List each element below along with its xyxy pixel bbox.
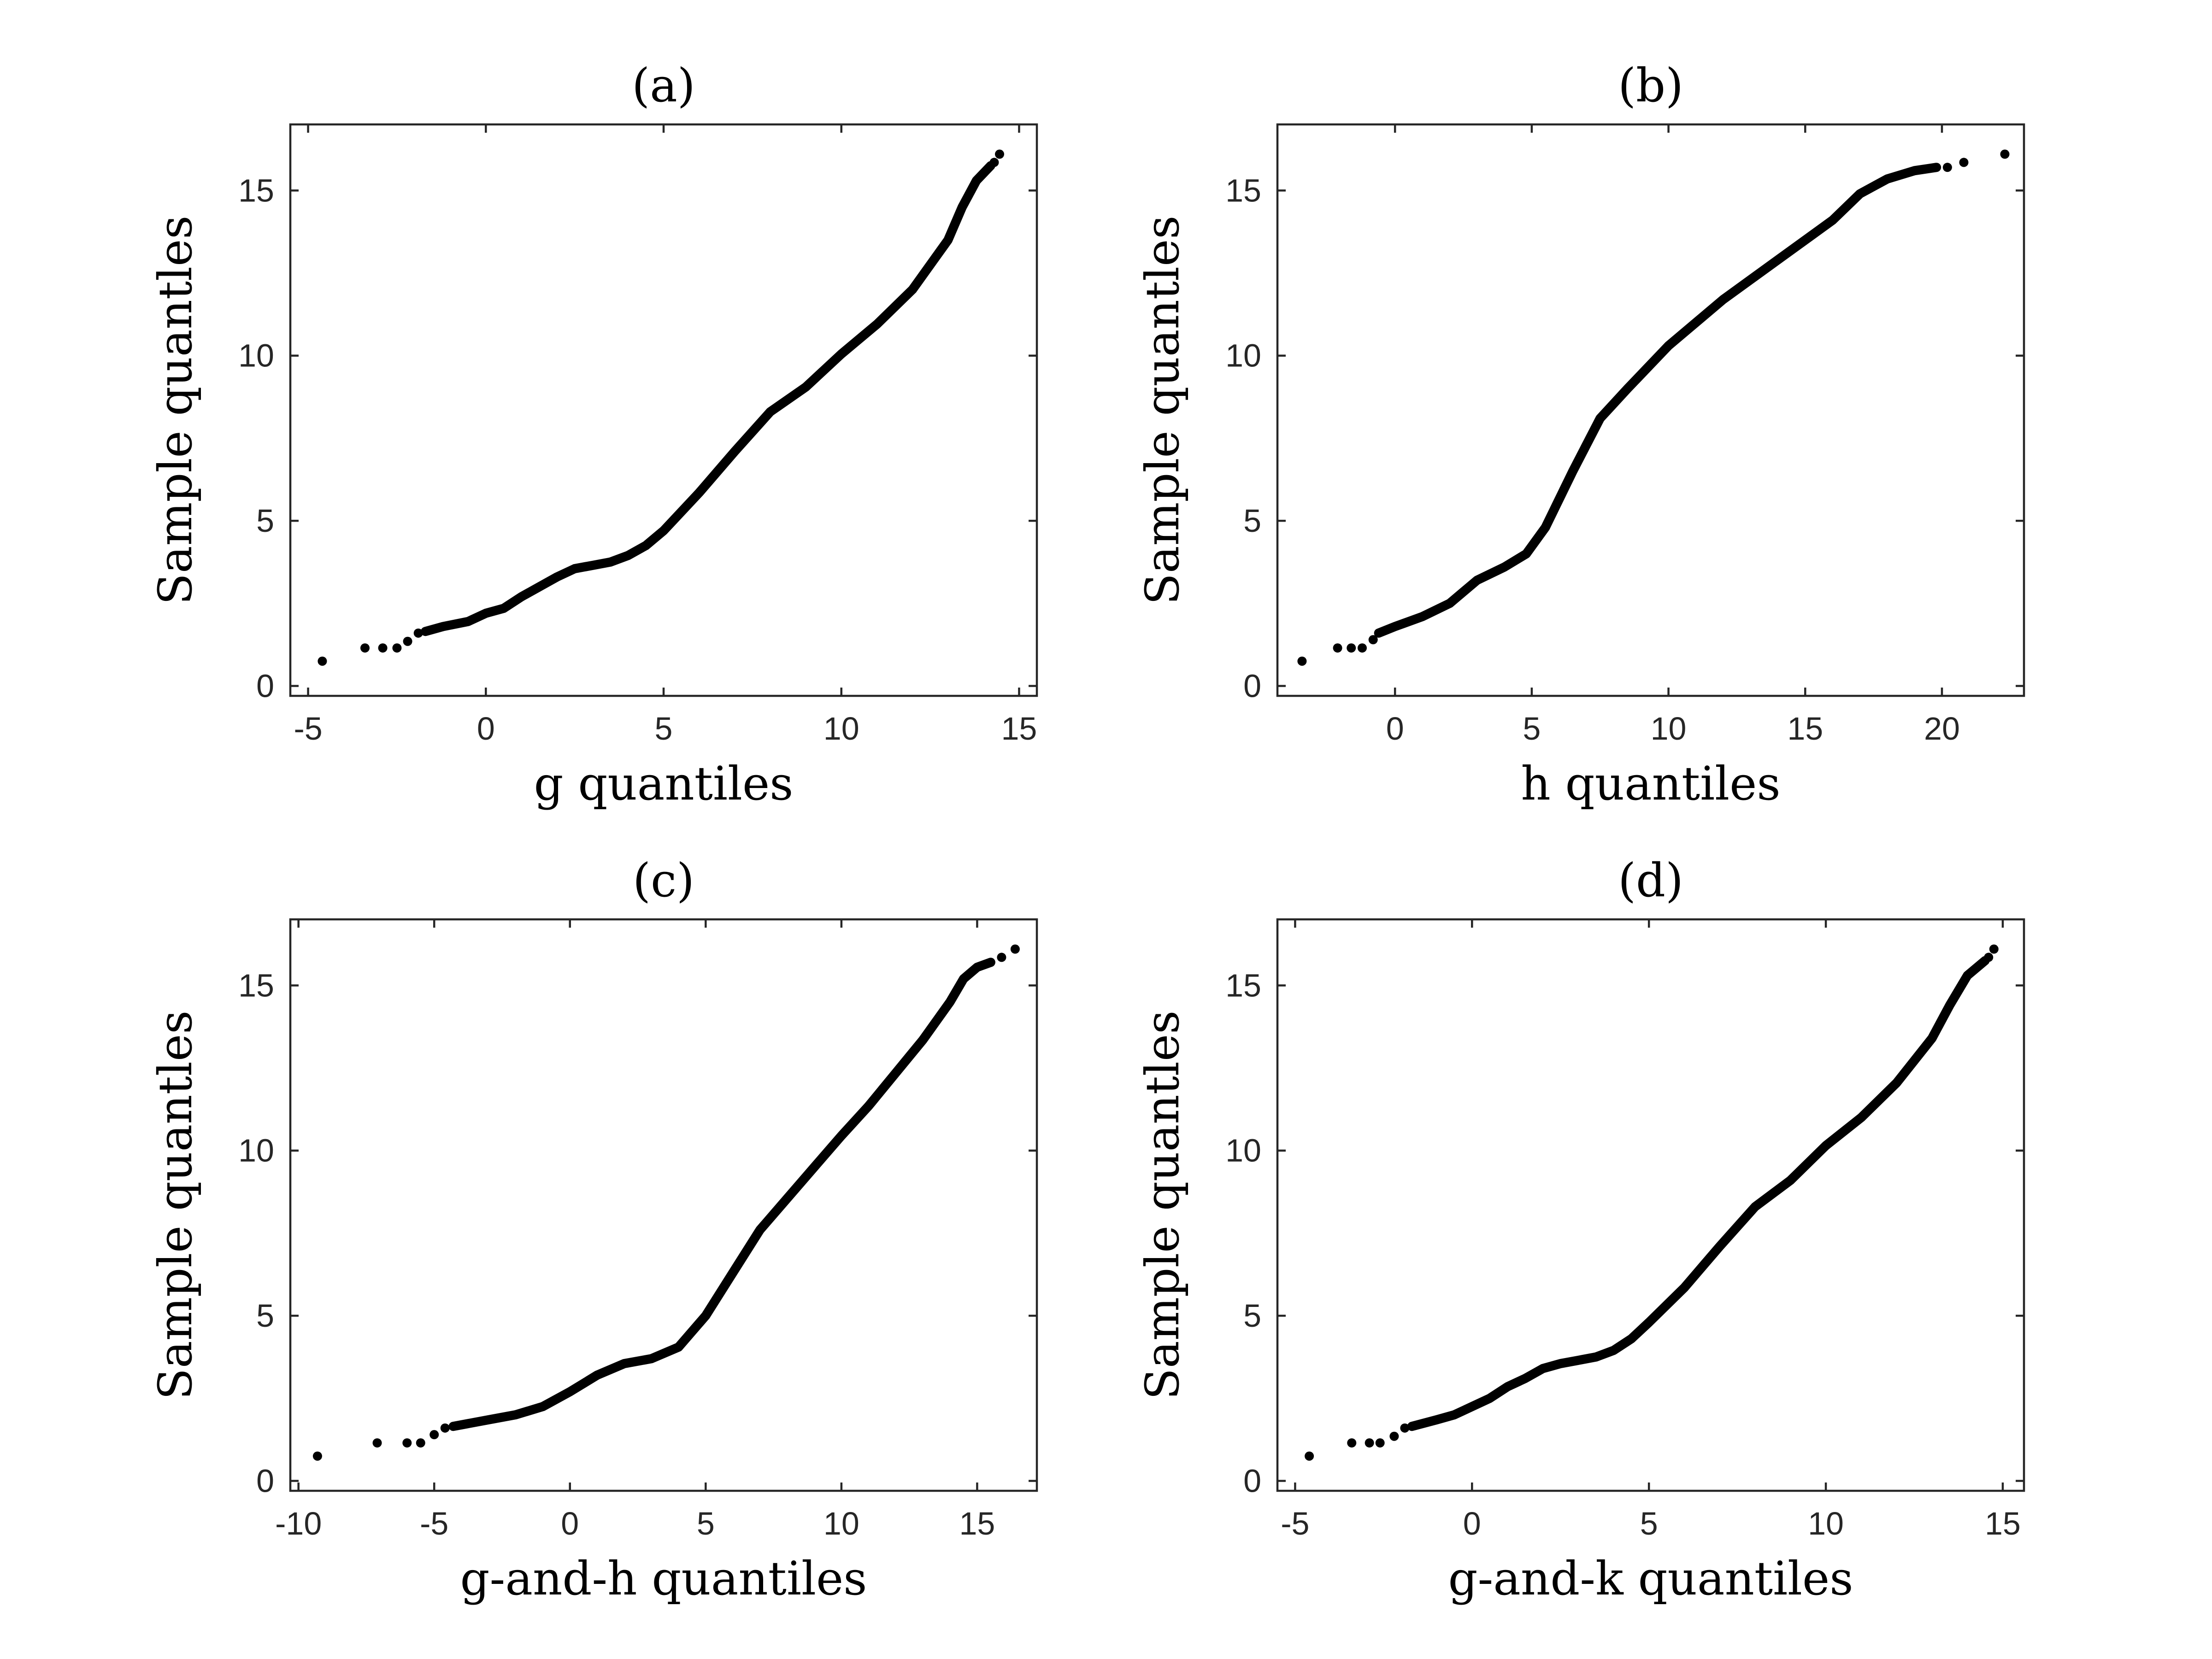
x-axis-label: h quantiles — [1521, 757, 1780, 811]
y-tick-label: 0 — [256, 668, 274, 704]
x-tick-label: -5 — [1281, 1506, 1309, 1541]
y-tick-label: 5 — [256, 503, 274, 539]
panel-b: 0 5 10 15 20 0 5 10 15 (b) h quantiles Sample quant… — [1135, 59, 2025, 811]
y-axis-label: Sample quantles — [148, 1010, 202, 1400]
x-tick-label: 0 — [1386, 711, 1404, 747]
qq-point — [402, 1438, 412, 1448]
x-tick-label: -5 — [294, 711, 322, 747]
qq-point — [416, 1438, 425, 1448]
qq-point — [392, 643, 402, 653]
panel-title: (d) — [1618, 853, 1683, 907]
x-axis-label: g-and-h quantiles — [460, 1552, 867, 1606]
plot-area-frame — [289, 123, 1038, 697]
y-tick-label: 10 — [238, 1133, 274, 1169]
y-tick-label: 15 — [238, 967, 274, 1003]
x-tick-label: 5 — [697, 1506, 715, 1541]
panel-title: (c) — [633, 853, 694, 907]
plot-area-frame — [1276, 123, 2025, 697]
x-tick-label: -5 — [420, 1506, 448, 1541]
x-tick-label: 10 — [824, 1506, 859, 1541]
qq-point — [360, 643, 370, 653]
panel-d: -5 0 5 10 15 0 5 10 15 (d) g-and-k quantiles Sample… — [1135, 853, 2025, 1606]
qq-point — [997, 953, 1006, 962]
qq-point — [1984, 953, 1994, 962]
x-tick-label: 5 — [1640, 1506, 1658, 1541]
y-tick-label: 0 — [1243, 1463, 1261, 1499]
qq-point — [372, 1438, 382, 1448]
panel-title: (a) — [632, 59, 695, 112]
x-axis-label: g quantiles — [534, 757, 794, 811]
qq-point — [1347, 643, 1356, 653]
y-tick-label: 15 — [238, 172, 274, 208]
x-tick-label: 15 — [959, 1506, 995, 1541]
qq-point — [429, 1430, 439, 1440]
qq-point — [440, 1423, 450, 1433]
x-tick-label: 0 — [1463, 1506, 1481, 1541]
qq-sample-curve — [1374, 163, 1941, 638]
qq-sample-curve — [1407, 956, 1990, 1431]
qq-sample-curve — [421, 161, 995, 636]
y-tick-label: 10 — [238, 338, 274, 374]
qq-point — [1010, 944, 1020, 954]
y-tick-label: 15 — [1225, 172, 1261, 208]
y-tick-label: 10 — [1225, 338, 1261, 374]
y-tick-label: 5 — [1243, 503, 1261, 539]
x-tick-label: -10 — [275, 1506, 322, 1541]
y-tick-label: 10 — [1225, 1133, 1261, 1169]
y-axis-label: Sample quantles — [148, 215, 202, 605]
x-tick-label: 0 — [561, 1506, 579, 1541]
x-tick-label: 20 — [1924, 711, 1960, 747]
qq-point — [1305, 1451, 1314, 1461]
x-tick-label: 15 — [1985, 1506, 2021, 1541]
qq-point — [1297, 656, 1307, 666]
panel-c: -10 -5 0 5 10 15 0 5 10 15 (c) g-and-h quantiles Sam… — [148, 853, 1038, 1606]
qq-point — [1989, 944, 1999, 954]
x-tick-label: 15 — [1001, 711, 1037, 747]
y-tick-label: 0 — [256, 1463, 274, 1499]
x-tick-label: 5 — [655, 711, 673, 747]
qq-point — [312, 1451, 322, 1461]
panel-title: (b) — [1618, 59, 1683, 112]
y-tick-label: 0 — [1243, 668, 1261, 704]
panel-a: -5 0 5 10 15 0 5 10 15 (a) g quantiles Sample quant… — [148, 59, 1038, 811]
plot-area-frame — [289, 918, 1038, 1492]
qq-point — [1375, 1438, 1385, 1448]
x-tick-label: 0 — [477, 711, 495, 747]
qq-point — [318, 656, 327, 666]
x-tick-label: 10 — [1808, 1506, 1844, 1541]
qq-sample-curve — [448, 958, 995, 1431]
y-axis-label: Sample quantles — [1135, 1010, 1189, 1400]
qq-point — [995, 149, 1004, 159]
x-tick-label: 15 — [1787, 711, 1823, 747]
y-axis-label: Sample quantles — [1135, 215, 1189, 605]
qq-point — [1400, 1423, 1410, 1433]
x-axis-label: g-and-k quantiles — [1448, 1552, 1853, 1606]
y-tick-label: 5 — [1243, 1298, 1261, 1334]
qq-point — [378, 643, 388, 653]
qq-point — [1368, 635, 1378, 645]
qq-point — [413, 628, 423, 638]
y-tick-label: 15 — [1225, 967, 1261, 1003]
qq-point — [1959, 158, 1969, 167]
qq-point — [1942, 163, 1952, 172]
qq-point — [403, 636, 412, 646]
qq-point — [1365, 1438, 1374, 1448]
qq-point — [1347, 1438, 1357, 1448]
x-tick-label: 10 — [824, 711, 859, 747]
qq-point — [2000, 149, 2010, 159]
qq-point — [1333, 643, 1342, 653]
plot-area-frame — [1276, 918, 2025, 1492]
qq-point — [989, 158, 999, 167]
x-tick-label: 10 — [1651, 711, 1687, 747]
qq-point — [1389, 1431, 1399, 1441]
qq-point — [1357, 643, 1367, 653]
y-tick-label: 5 — [256, 1298, 274, 1334]
x-tick-label: 5 — [1523, 711, 1541, 747]
